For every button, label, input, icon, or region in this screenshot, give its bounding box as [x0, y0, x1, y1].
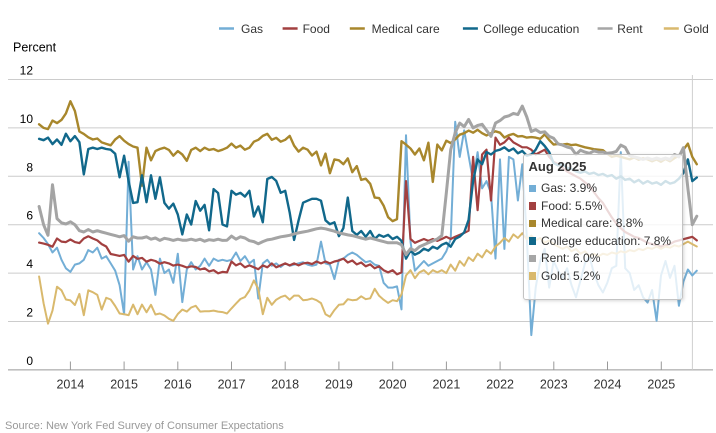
svg-text:Source: New York Fed Survey of: Source: New York Fed Survey of Consumer …: [5, 420, 284, 432]
svg-text:2016: 2016: [164, 378, 192, 392]
svg-text:2: 2: [26, 306, 33, 320]
svg-text:4: 4: [26, 257, 33, 271]
svg-text:2022: 2022: [486, 378, 514, 392]
svg-text:College education: College education: [483, 22, 579, 36]
svg-text:0: 0: [26, 354, 33, 368]
svg-text:Food: Food: [303, 22, 330, 36]
svg-text:6: 6: [26, 209, 33, 223]
svg-text:2021: 2021: [432, 378, 460, 392]
svg-text:Medical care: Medical care: [372, 22, 440, 36]
svg-text:Percent: Percent: [13, 41, 57, 55]
svg-text:2017: 2017: [218, 378, 246, 392]
svg-text:Gold: Gold: [684, 22, 709, 36]
svg-text:2019: 2019: [325, 378, 353, 392]
svg-text:2018: 2018: [271, 378, 299, 392]
svg-text:2020: 2020: [379, 378, 407, 392]
svg-text:2023: 2023: [540, 378, 568, 392]
svg-text:2024: 2024: [594, 378, 622, 392]
svg-text:8: 8: [26, 160, 33, 174]
svg-text:2025: 2025: [647, 378, 675, 392]
svg-text:Gas: Gas: [241, 22, 263, 36]
svg-text:12: 12: [20, 64, 34, 78]
svg-text:Rent: Rent: [617, 22, 643, 36]
svg-text:10: 10: [20, 112, 34, 126]
svg-text:2014: 2014: [56, 378, 84, 392]
svg-text:2015: 2015: [110, 378, 138, 392]
